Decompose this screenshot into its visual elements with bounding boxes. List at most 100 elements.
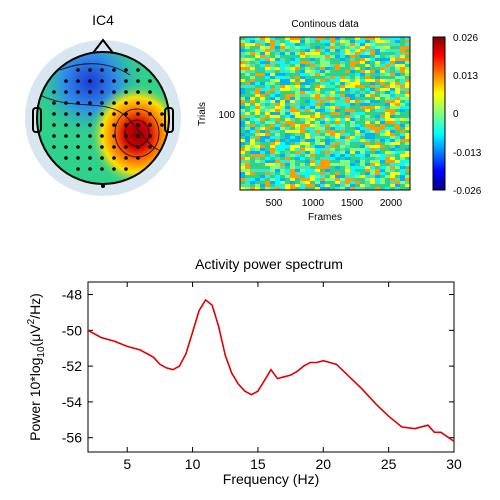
heatmap-cell xyxy=(300,112,305,115)
heatmap-cell xyxy=(355,40,360,43)
heatmap-cell xyxy=(355,79,360,82)
heatmap-cell xyxy=(405,181,410,184)
heatmap-cell xyxy=(290,124,295,127)
heatmap-cell xyxy=(270,184,275,187)
heatmap-cell xyxy=(405,97,410,100)
heatmap-cell xyxy=(285,139,290,142)
heatmap-cell xyxy=(265,88,270,91)
heatmap-cell xyxy=(295,58,300,61)
heatmap-cell xyxy=(395,112,400,115)
heatmap-cell xyxy=(260,184,265,187)
heatmap-cell xyxy=(300,106,305,109)
electrode-marker xyxy=(88,112,92,116)
heatmap-cell xyxy=(260,124,265,127)
heatmap-cell xyxy=(270,187,275,190)
heatmap-cell xyxy=(350,181,355,184)
heatmap-cell xyxy=(295,88,300,91)
heatmap-cell xyxy=(370,172,375,175)
electrode-marker xyxy=(136,112,140,116)
heatmap-cell xyxy=(350,154,355,157)
heatmap-cell xyxy=(345,145,350,148)
heatmap-cell xyxy=(330,82,335,85)
heatmap-cell xyxy=(370,154,375,157)
heatmap-cell xyxy=(375,70,380,73)
heatmap-cell xyxy=(285,49,290,52)
heatmap-cell xyxy=(355,91,360,94)
heatmap-cell xyxy=(285,163,290,166)
heatmap-cell xyxy=(245,163,250,166)
heatmap-cell xyxy=(320,73,325,76)
heatmap-cell xyxy=(310,67,315,70)
heatmap-cell xyxy=(345,49,350,52)
electrode-marker xyxy=(76,134,80,138)
heatmap-cell xyxy=(350,82,355,85)
heatmap-cell xyxy=(265,70,270,73)
heatmap-cell xyxy=(355,52,360,55)
heatmap-cell xyxy=(405,115,410,118)
heatmap-cell xyxy=(335,55,340,58)
heatmap-cell xyxy=(300,154,305,157)
heatmap-cell xyxy=(330,88,335,91)
heatmap-cell xyxy=(350,133,355,136)
heatmap-cell xyxy=(365,88,370,91)
heatmap-cell xyxy=(390,157,395,160)
heatmap-cell xyxy=(355,163,360,166)
heatmap-cell xyxy=(370,184,375,187)
heatmap-cell xyxy=(315,97,320,100)
heatmap-cell xyxy=(305,85,310,88)
heatmap-cell xyxy=(365,136,370,139)
heatmap-cell xyxy=(255,124,260,127)
topomap-contour xyxy=(59,63,131,76)
heatmap-cell xyxy=(295,151,300,154)
heatmap-cell xyxy=(325,55,330,58)
electrode-marker xyxy=(100,90,104,94)
heatmap-cell xyxy=(385,64,390,67)
heatmap-cell xyxy=(265,85,270,88)
heatmap-cell xyxy=(390,166,395,169)
heatmap-cell xyxy=(360,124,365,127)
heatmap-cell xyxy=(355,145,360,148)
heatmap-cell xyxy=(295,154,300,157)
heatmap-cell xyxy=(245,106,250,109)
heatmap-cell xyxy=(305,103,310,106)
heatmap-cell xyxy=(250,187,255,190)
heatmap-cell xyxy=(365,40,370,43)
heatmap-cell xyxy=(400,106,405,109)
heatmap-cell xyxy=(375,85,380,88)
heatmap-cell xyxy=(265,133,270,136)
heatmap-cell xyxy=(395,79,400,82)
heatmap-cell xyxy=(290,61,295,64)
heatmap-cell xyxy=(300,145,305,148)
heatmap-cell xyxy=(250,79,255,82)
heatmap-cell xyxy=(250,94,255,97)
heatmap-cell xyxy=(370,139,375,142)
heatmap-cell xyxy=(350,142,355,145)
heatmap-cell xyxy=(305,121,310,124)
heatmap-cell xyxy=(300,52,305,55)
heatmap-cell xyxy=(245,70,250,73)
heatmap-cell xyxy=(320,145,325,148)
heatmap-cell xyxy=(305,37,310,40)
electrode-marker xyxy=(112,145,116,149)
heatmap-cell xyxy=(370,79,375,82)
heatmap-cell xyxy=(390,121,395,124)
heatmap-cell xyxy=(245,115,250,118)
heatmap-cell xyxy=(250,169,255,172)
heatmap-cell xyxy=(400,94,405,97)
heatmap-cell xyxy=(335,136,340,139)
heatmap-cell xyxy=(375,55,380,58)
heatmap-cell xyxy=(310,136,315,139)
topomap-title: IC4 xyxy=(92,12,114,28)
heatmap-cell xyxy=(255,163,260,166)
heatmap-cell xyxy=(385,130,390,133)
heatmap-cell xyxy=(260,175,265,178)
heatmap-cell xyxy=(275,169,280,172)
heatmap-cell xyxy=(360,178,365,181)
heatmap-cell xyxy=(290,91,295,94)
heatmap-cell xyxy=(385,187,390,190)
heatmap-cell xyxy=(275,37,280,40)
heatmap-cell xyxy=(280,43,285,46)
heatmap-cell xyxy=(280,82,285,85)
heatmap-cell xyxy=(260,187,265,190)
heatmap-cell xyxy=(370,169,375,172)
